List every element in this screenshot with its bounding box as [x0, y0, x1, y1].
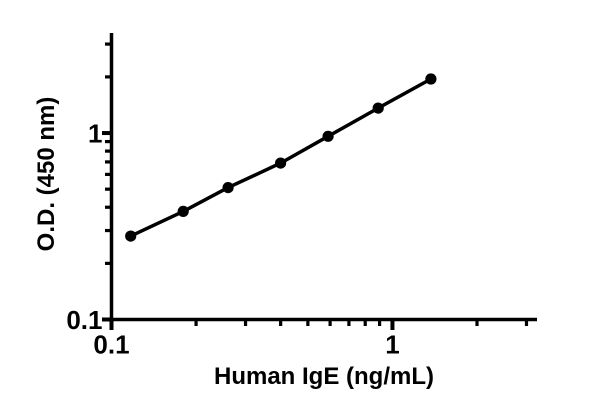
x-axis-title: Human IgE (ng/mL) — [214, 363, 434, 390]
data-point-marker — [222, 182, 234, 194]
x-tick-label: 1 — [385, 330, 399, 360]
data-point-marker — [275, 157, 287, 169]
axis-ticks — [102, 42, 529, 330]
data-point-marker — [425, 73, 437, 85]
axes — [109, 33, 537, 322]
data-point-marker — [322, 130, 334, 142]
data-series — [125, 73, 437, 242]
data-point-marker — [125, 230, 137, 242]
tick-labels: 0.1 1 0.1 1 — [66, 119, 399, 360]
data-point-marker — [177, 205, 189, 217]
y-tick-label: 1 — [88, 119, 102, 149]
x-tick-label: 0.1 — [93, 330, 129, 360]
y-tick-label: 0.1 — [66, 305, 102, 335]
y-axis-title: O.D. (450 nm) — [33, 97, 60, 252]
data-point-marker — [372, 102, 384, 114]
